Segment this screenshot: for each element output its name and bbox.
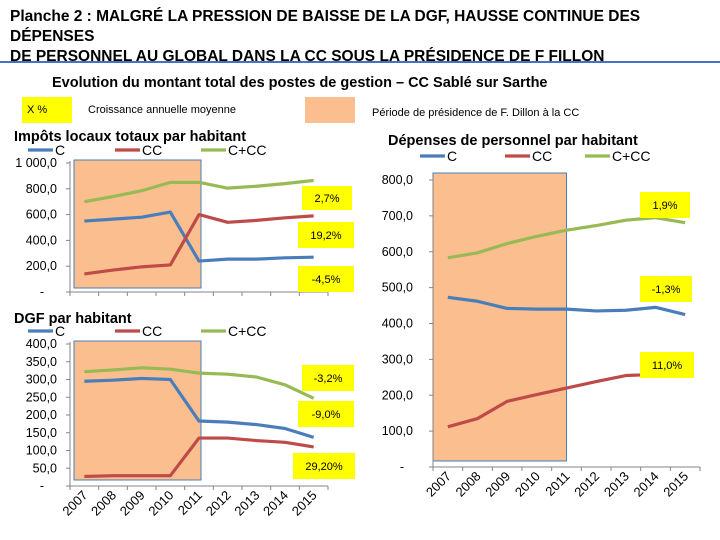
x-tick-label: 2009 (117, 488, 148, 519)
y-tick-label: 400,0 (26, 233, 57, 247)
y-tick-label: 600,0 (382, 245, 413, 259)
legend-label: C+CC (228, 142, 267, 158)
growth-annotation-box (302, 186, 352, 210)
y-tick-label: 200,0 (26, 259, 57, 273)
y-tick-label: 400,0 (26, 337, 57, 351)
legend-label: CC (142, 323, 162, 339)
x-tick-label: 2014 (260, 488, 291, 519)
slide-subtitle: Evolution du montant total des postes de… (52, 75, 548, 91)
growth-annotation-label: -3,2% (314, 373, 343, 385)
y-tick-label: 100,0 (382, 424, 413, 438)
chart-2 (28, 329, 355, 490)
y-tick-label: 200,0 (382, 388, 413, 402)
growth-annotation-label: 29,20% (305, 461, 343, 473)
x-tick-label: 2014 (631, 469, 662, 500)
growth-annotation-box (298, 222, 354, 248)
title-divider (0, 61, 720, 63)
y-tick-label: 100,0 (26, 444, 57, 458)
x-tick-label: 2011 (175, 488, 205, 518)
y-tick-label: 50,0 (33, 461, 57, 475)
legend-label: CC (532, 148, 552, 164)
growth-annotation-box (298, 401, 354, 427)
slide-title-line1: Planche 2 : MALGRÉ LA PRESSION DE BAISSE… (10, 8, 641, 45)
presidency-legend-label: Période de présidence de F. Dillon à la … (372, 107, 580, 119)
growth-annotation-label: -1,3% (652, 284, 681, 296)
legend-label: CC (142, 142, 162, 158)
x-tick-label: 2015 (660, 469, 691, 500)
presidency-legend-swatch (305, 97, 355, 123)
x-tick-label: 2010 (145, 488, 176, 519)
growth-legend-label: Croissance annuelle moyenne (88, 104, 236, 116)
x-tick-label: 2008 (453, 469, 484, 500)
y-tick-label: 600,0 (26, 208, 57, 222)
growth-annotation-label: -4,5% (312, 274, 341, 286)
presidency-period-band (432, 172, 567, 462)
x-tick-label: 2007 (59, 488, 90, 519)
x-tick-label: 2011 (542, 469, 572, 499)
x-tick-label: 2015 (289, 488, 320, 519)
growth-annotation-box (640, 276, 692, 302)
growth-annotation-label: 1,9% (652, 200, 677, 212)
series-line-c (84, 210, 314, 263)
chart-title: DGF par habitant (14, 311, 132, 327)
y-tick-label: 800,0 (26, 182, 57, 196)
chart-title: Impôts locaux totaux par habitant (14, 129, 246, 145)
growth-annotation-label: 11,0% (652, 360, 683, 372)
chart-3 (420, 154, 701, 471)
y-tick-label: 200,0 (26, 408, 57, 422)
x-tick-label: 2013 (601, 469, 632, 500)
growth-annotation-box (293, 453, 355, 479)
presidency-period-band (73, 340, 202, 481)
x-tick-label: 2013 (231, 488, 262, 519)
y-tick-label: 800,0 (382, 173, 413, 187)
x-tick-label: 2012 (571, 469, 602, 500)
legend-label: C (447, 148, 457, 164)
y-tick-label: - (400, 460, 404, 474)
chart-title: Dépenses de personnel par habitant (388, 133, 638, 149)
growth-annotation-label: 2,7% (314, 193, 339, 205)
growth-annotation-label: 19,2% (310, 230, 341, 242)
chart-1 (28, 148, 354, 296)
growth-annotation-label: -9,0% (312, 409, 341, 421)
growth-annotation-box (302, 365, 354, 391)
legend-label: C+CC (228, 323, 267, 339)
slide-title: Planche 2 : MALGRÉ LA PRESSION DE BAISSE… (10, 7, 710, 67)
y-tick-label: 700,0 (382, 209, 413, 223)
x-tick-label: 2010 (512, 469, 543, 500)
x-tick-label: 2009 (482, 469, 513, 500)
legend-label: C+CC (612, 148, 651, 164)
legend-label: C (55, 323, 65, 339)
y-tick-label: 350,0 (26, 355, 57, 369)
series-line-cpluscc (447, 216, 686, 260)
growth-legend-swatch: X % (22, 97, 72, 123)
growth-annotation-box (298, 266, 354, 292)
y-tick-label: 500,0 (382, 281, 413, 295)
y-tick-label: 250,0 (26, 390, 57, 404)
y-tick-label: 400,0 (382, 317, 413, 331)
series-line-cpluscc (84, 178, 314, 204)
series-line-cc (84, 213, 314, 276)
x-tick-label: 2012 (203, 488, 234, 519)
slide-title-line2: DE PERSONNEL AU GLOBAL DANS LA CC SOUS L… (10, 48, 605, 65)
series-line-cc (84, 436, 314, 479)
growth-annotation-box (640, 192, 690, 218)
series-line-c (84, 376, 315, 439)
legend-label: C (55, 142, 65, 158)
x-tick-label: 2008 (88, 488, 119, 519)
growth-annotation-box (640, 352, 694, 378)
x-tick-label: 2007 (423, 469, 454, 500)
series-line-c (447, 295, 686, 317)
series-line-cpluscc (84, 366, 315, 400)
y-tick-label: - (40, 285, 44, 299)
y-tick-label: 150,0 (26, 426, 57, 440)
y-tick-label: - (40, 479, 44, 493)
y-tick-label: 1 000,0 (15, 156, 57, 170)
y-tick-label: 300,0 (382, 352, 413, 366)
y-tick-label: 300,0 (26, 373, 57, 387)
